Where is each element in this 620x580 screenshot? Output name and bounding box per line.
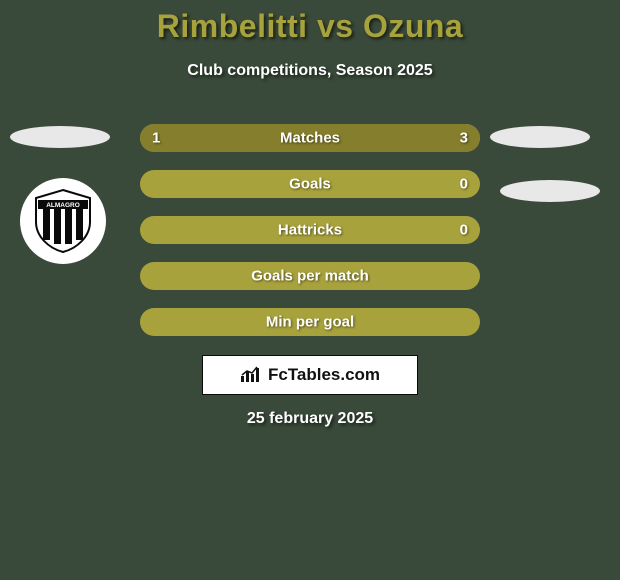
stat-row: Goals0	[140, 170, 480, 198]
stat-row: Goals per match	[140, 262, 480, 290]
stat-label: Goals	[140, 176, 480, 193]
stat-value-right: 0	[460, 222, 468, 239]
page-title: Rimbelitti vs Ozuna	[0, 8, 620, 45]
stat-label: Hattricks	[140, 222, 480, 239]
subtitle: Club competitions, Season 2025	[0, 62, 620, 80]
shield-icon: ALMAGRO	[28, 186, 98, 256]
stat-label: Min per goal	[140, 314, 480, 331]
stat-value-right: 0	[460, 176, 468, 193]
player-left-name: Rimbelitti	[157, 8, 308, 44]
club-badge: ALMAGRO	[20, 178, 106, 264]
branding-text: FcTables.com	[268, 365, 380, 385]
generated-date: 25 february 2025	[0, 410, 620, 428]
stat-row: Hattricks0	[140, 216, 480, 244]
stat-value-right: 3	[460, 130, 468, 147]
stat-row: Matches1 3	[140, 124, 480, 152]
vs-separator: vs	[308, 8, 363, 44]
right-team-oval-1	[490, 126, 590, 148]
stat-row: Min per goal	[140, 308, 480, 336]
right-team-oval-2	[500, 180, 600, 202]
chart-bars-icon	[240, 366, 262, 384]
stat-value-left: 1	[152, 130, 160, 147]
left-team-oval	[10, 126, 110, 148]
svg-text:ALMAGRO: ALMAGRO	[46, 202, 80, 209]
stat-label: Matches	[140, 130, 480, 147]
player-right-name: Ozuna	[363, 8, 463, 44]
comparison-card: Rimbelitti vs Ozuna Club competitions, S…	[0, 0, 620, 580]
stat-label: Goals per match	[140, 268, 480, 285]
stat-rows: Matches13Goals0Hattricks0Goals per match…	[140, 124, 480, 354]
branding-box: FcTables.com	[202, 355, 418, 395]
